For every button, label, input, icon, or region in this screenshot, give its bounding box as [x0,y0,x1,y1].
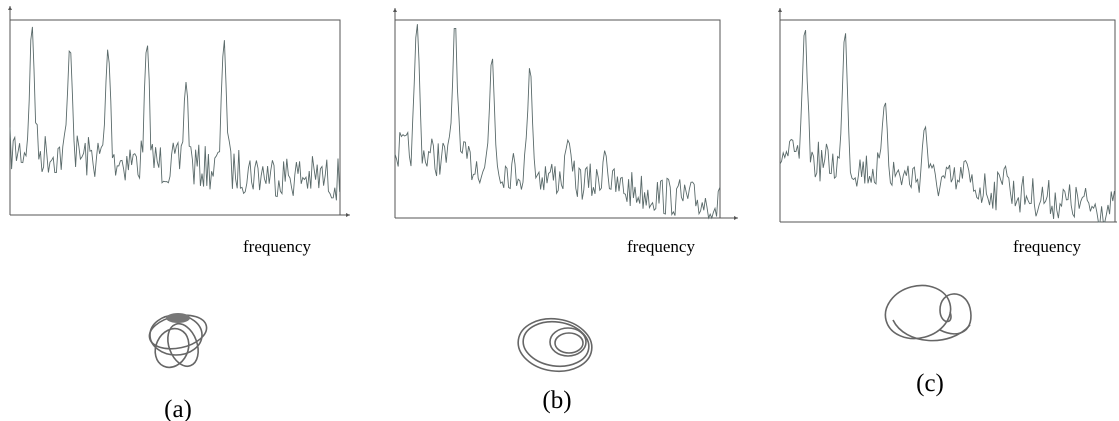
spectrum-frame-c [778,8,1117,223]
caption: (c) [916,370,944,397]
caption: (a) [164,396,192,421]
phase-portrait-a [148,313,208,369]
spectrum-trace [779,29,1115,223]
spectrum-frame-a [8,6,350,217]
x-axis-label: frequency [627,237,695,256]
x-axis-label: frequency [1013,237,1081,256]
spectrum-frame-b [393,8,738,220]
caption: (b) [542,387,571,414]
phase-portrait-c [884,284,972,342]
spectra [9,24,1115,223]
spectrum-trace [394,24,721,220]
spectrum-trace [9,26,341,201]
phase-portrait-b [517,317,593,373]
x-axis-label: frequency [243,237,311,256]
